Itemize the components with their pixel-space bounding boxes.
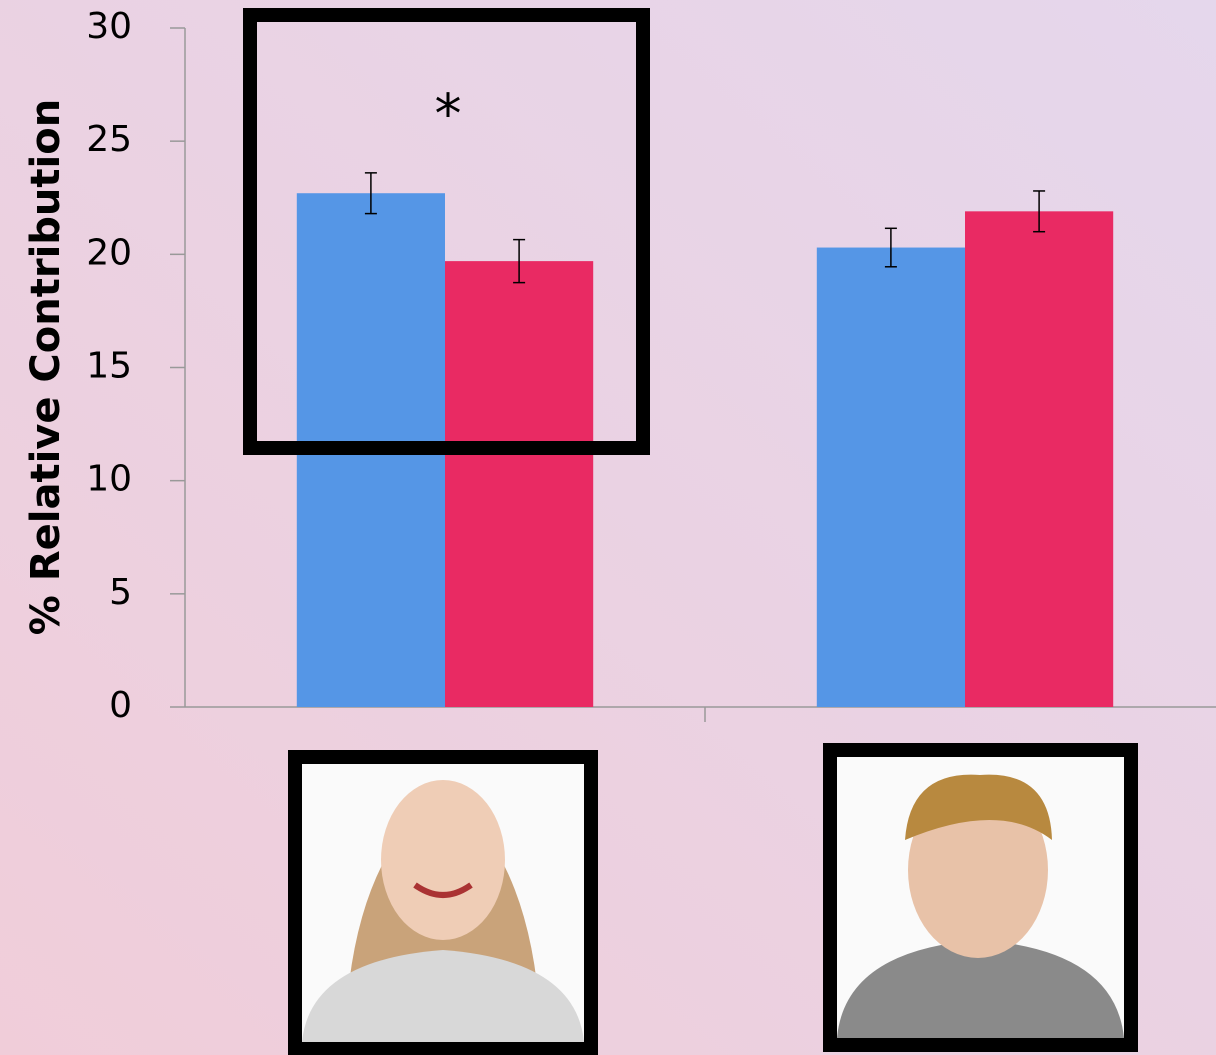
error-bar (884, 227, 897, 268)
error-bar (513, 238, 526, 284)
bar (965, 211, 1114, 707)
plot: 0 5 10 15 20 25 30 (86, 6, 1216, 726)
bar (816, 247, 965, 707)
y-tick-label: 10 (86, 459, 132, 500)
y-tick-label: 15 (86, 346, 132, 387)
y-tick-label: 5 (109, 572, 132, 613)
photo-male (823, 743, 1138, 1052)
y-tick-label: 20 (86, 232, 132, 273)
significance-marker: * (435, 83, 462, 146)
y-tick-label: 30 (86, 6, 132, 47)
highlight-box (243, 8, 650, 455)
y-tick-label: 25 (86, 119, 132, 160)
error-bar (1033, 190, 1046, 233)
error-bar (364, 172, 377, 215)
y-tick-label: 0 (109, 685, 132, 726)
y-axis-label: % Relative Contribution (23, 99, 69, 635)
bar (445, 261, 594, 707)
photo-female (288, 750, 598, 1055)
